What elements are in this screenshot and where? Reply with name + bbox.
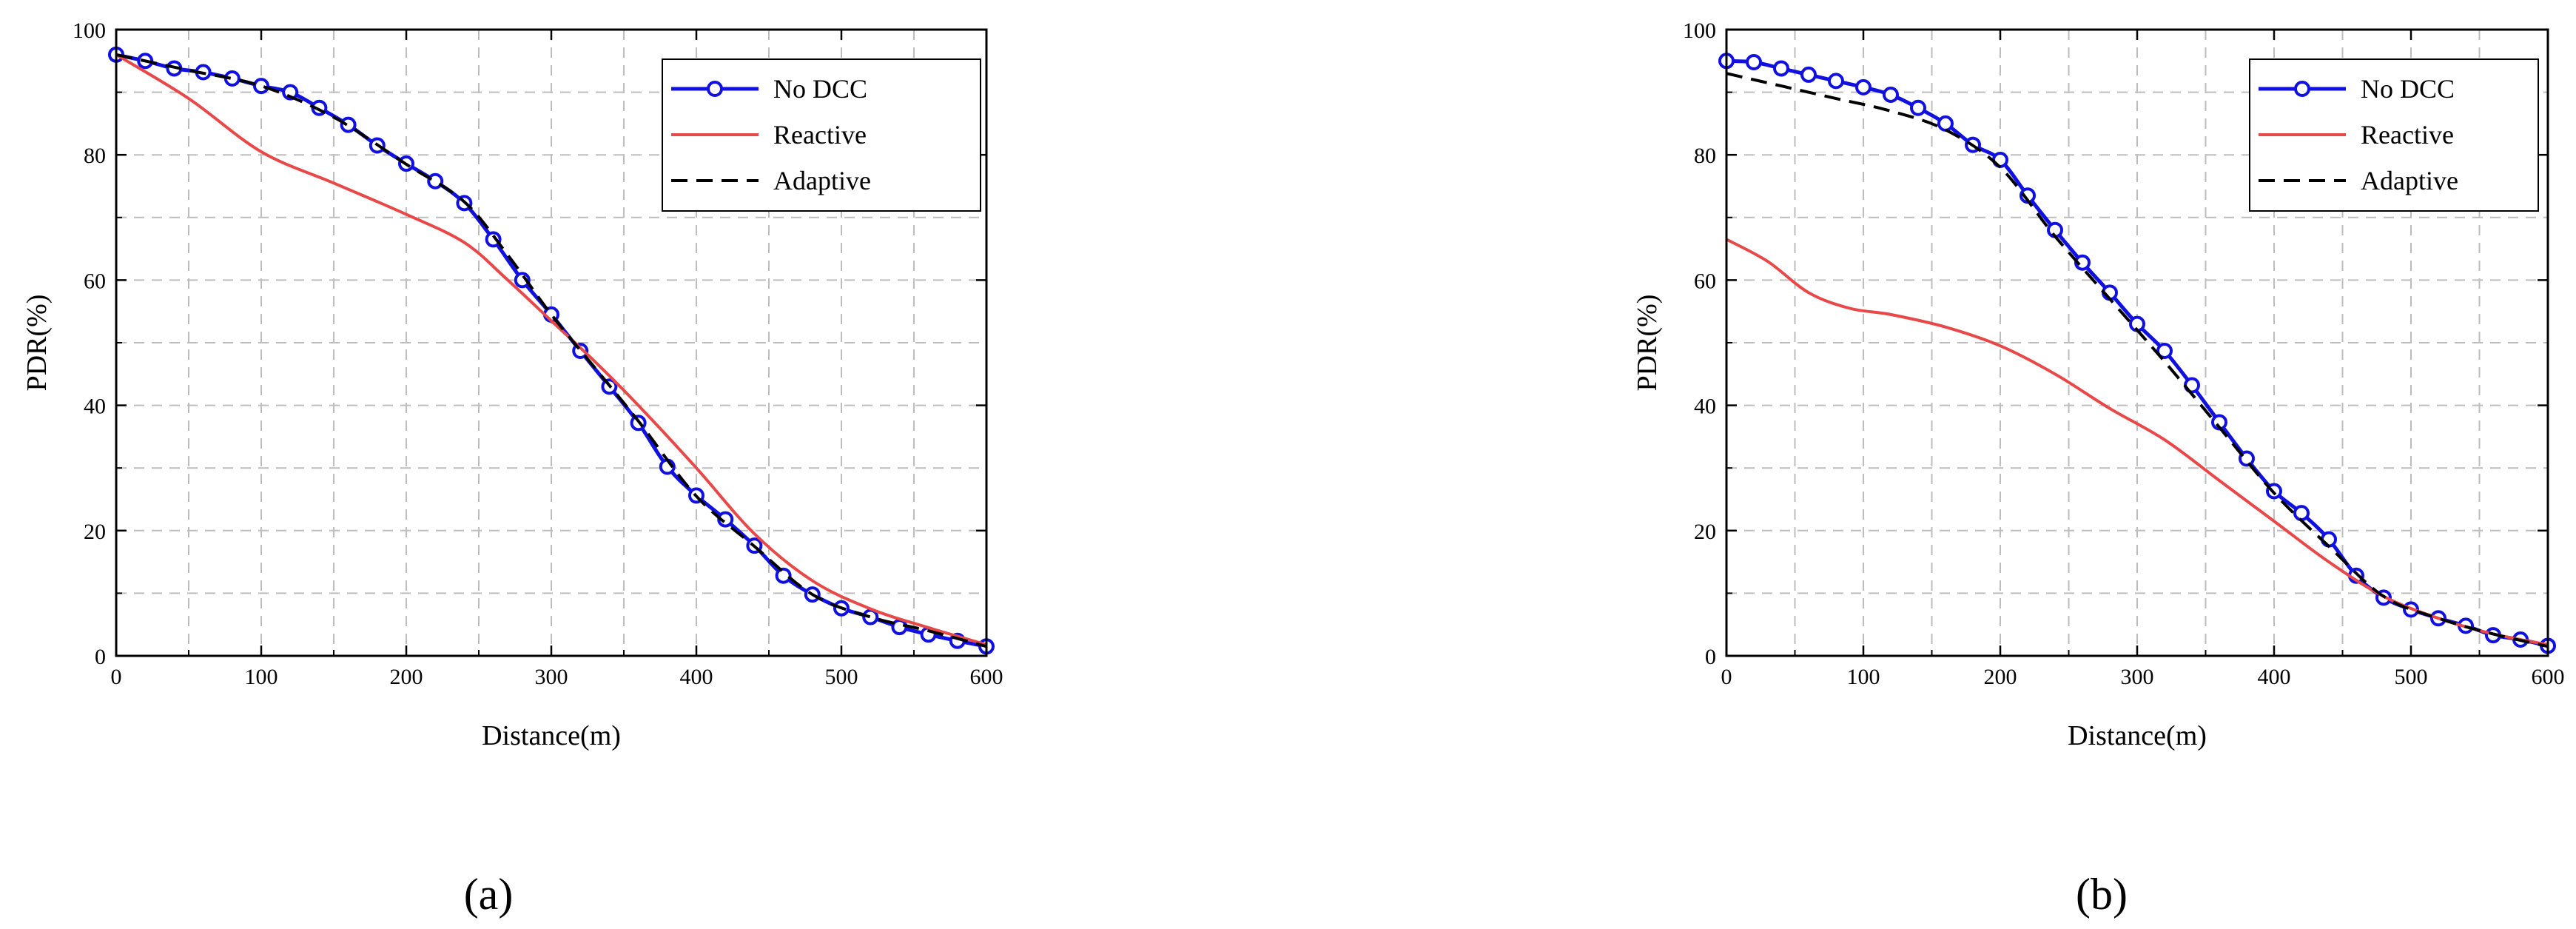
data-point-no-dcc	[891, 619, 908, 636]
data-point-no-dcc	[427, 172, 444, 190]
legend-swatch-marker	[2294, 81, 2310, 97]
series-line-adaptive	[1726, 72, 2549, 648]
x-tick-label: 300	[2121, 665, 2154, 689]
legend-swatch-marker	[707, 81, 723, 97]
y-tick-label: 80	[84, 144, 106, 168]
y-tick-label: 40	[1694, 395, 1716, 419]
legend-label: No DCC	[773, 74, 867, 104]
y-tick-label: 0	[95, 645, 106, 669]
legend: No DCC Reactive Adaptive	[2249, 58, 2539, 212]
x-tick-label: 500	[825, 665, 858, 689]
data-point-no-dcc	[1937, 115, 1954, 132]
data-point-no-dcc	[717, 511, 734, 528]
y-axis-label: PDR(%)	[21, 295, 53, 392]
x-axis-label: Distance(m)	[2068, 720, 2207, 751]
data-point-no-dcc	[1800, 66, 1817, 83]
plot-frame	[1725, 28, 2549, 657]
data-point-no-dcc	[1910, 99, 1926, 116]
panel-label: (a)	[464, 870, 514, 919]
legend-label: No DCC	[2361, 74, 2455, 104]
legend-label: Adaptive	[2361, 166, 2458, 195]
x-tick-label: 200	[390, 665, 423, 689]
y-tick-label: 0	[1705, 645, 1716, 669]
grid	[116, 30, 986, 656]
data-point-no-dcc	[1773, 60, 1789, 77]
data-point-no-dcc	[1855, 78, 1872, 95]
x-tick-label: 100	[245, 665, 278, 689]
x-tick-label: 400	[2258, 665, 2291, 689]
data-point-no-dcc	[775, 567, 792, 584]
data-point-no-dcc	[1828, 73, 1844, 90]
data-point-no-dcc	[2321, 531, 2337, 548]
data-point-no-dcc	[2156, 342, 2173, 359]
data-point-no-dcc	[253, 78, 269, 95]
x-tick-label: 0	[111, 665, 122, 689]
x-tick-label: 500	[2395, 665, 2428, 689]
x-tick-label: 400	[680, 665, 713, 689]
data-point-no-dcc	[1883, 86, 1899, 103]
series-line-adaptive	[115, 53, 987, 648]
data-point-no-dcc	[340, 116, 357, 133]
y-tick-label: 60	[1694, 269, 1716, 293]
x-tick-label: 600	[2532, 665, 2565, 689]
legend-label: Adaptive	[773, 166, 871, 195]
x-tick-label: 600	[970, 665, 1003, 689]
y-tick-label: 60	[84, 269, 106, 293]
data-point-no-dcc	[2293, 505, 2310, 522]
y-tick-label: 40	[84, 395, 106, 419]
y-tick-label: 80	[1694, 144, 1716, 168]
legend-label: Reactive	[773, 120, 867, 150]
x-tick-label: 300	[535, 665, 568, 689]
grid	[1726, 30, 2548, 656]
data-point-no-dcc	[485, 231, 502, 248]
y-tick-label: 20	[1694, 520, 1716, 544]
y-tick-label: 100	[73, 19, 106, 43]
x-axis-label: Distance(m)	[482, 720, 621, 751]
y-axis-label: PDR(%)	[1632, 295, 1663, 392]
legend: No DCC Reactive Adaptive	[662, 58, 981, 212]
data-point-no-dcc	[1746, 53, 1762, 70]
y-tick-label: 20	[84, 520, 106, 544]
legend-label: Reactive	[2361, 120, 2454, 150]
x-tick-label: 0	[1721, 665, 1732, 689]
x-tick-label: 200	[1984, 665, 2017, 689]
panel-label: (b)	[2076, 870, 2128, 919]
data-point-no-dcc	[282, 84, 299, 101]
y-tick-label: 100	[1683, 19, 1716, 43]
plot-frame	[115, 28, 988, 657]
chart-panel-a: 0 100 200 300 400 500 600 0 20 40 60 80 100 No DCC Rea…	[21, 19, 1003, 919]
chart-panel-b: 0 100 200 300 400 500 600 0 20 40 60 80 100 No DCC Rea…	[1632, 19, 2565, 919]
x-tick-label: 100	[1847, 665, 1880, 689]
